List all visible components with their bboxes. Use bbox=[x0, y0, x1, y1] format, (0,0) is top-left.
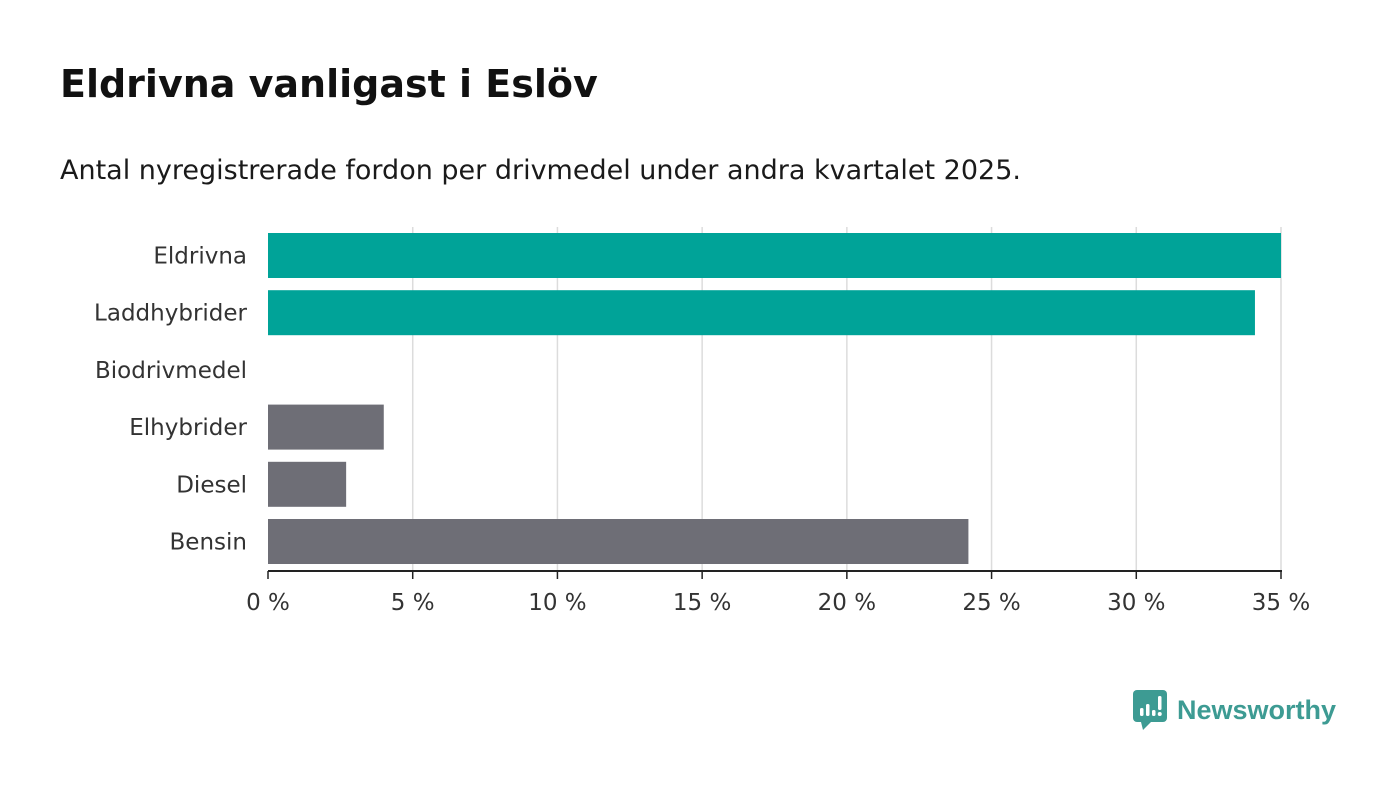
category-label: Diesel bbox=[176, 472, 247, 498]
brand-name: Newsworthy bbox=[1177, 694, 1337, 725]
chart-subtitle: Antal nyregistrerade fordon per drivmede… bbox=[60, 155, 1021, 186]
bar bbox=[268, 233, 1281, 278]
x-tick-label: 5 % bbox=[391, 590, 435, 616]
newsworthy-brand: Newsworthy bbox=[1133, 690, 1336, 730]
category-label: Elhybrider bbox=[129, 415, 247, 441]
chart-title: Eldrivna vanligast i Eslöv bbox=[60, 62, 598, 106]
x-tick-label: 0 % bbox=[246, 590, 290, 616]
bar bbox=[268, 290, 1255, 336]
category-label: Biodrivmedel bbox=[95, 358, 247, 384]
x-tick-label: 35 % bbox=[1252, 590, 1310, 616]
x-tick-label: 25 % bbox=[962, 590, 1020, 616]
bar bbox=[268, 404, 384, 450]
bar bbox=[268, 461, 347, 507]
newsworthy-logo-icon bbox=[1133, 690, 1167, 730]
x-tick-label: 20 % bbox=[818, 590, 876, 616]
x-tick-label: 15 % bbox=[673, 590, 731, 616]
category-label: Laddhybrider bbox=[94, 301, 247, 327]
category-label: Bensin bbox=[170, 530, 247, 556]
x-tick-label: 10 % bbox=[528, 590, 586, 616]
x-tick-label: 30 % bbox=[1107, 590, 1165, 616]
category-label: Eldrivna bbox=[153, 244, 247, 270]
bar bbox=[268, 519, 969, 564]
